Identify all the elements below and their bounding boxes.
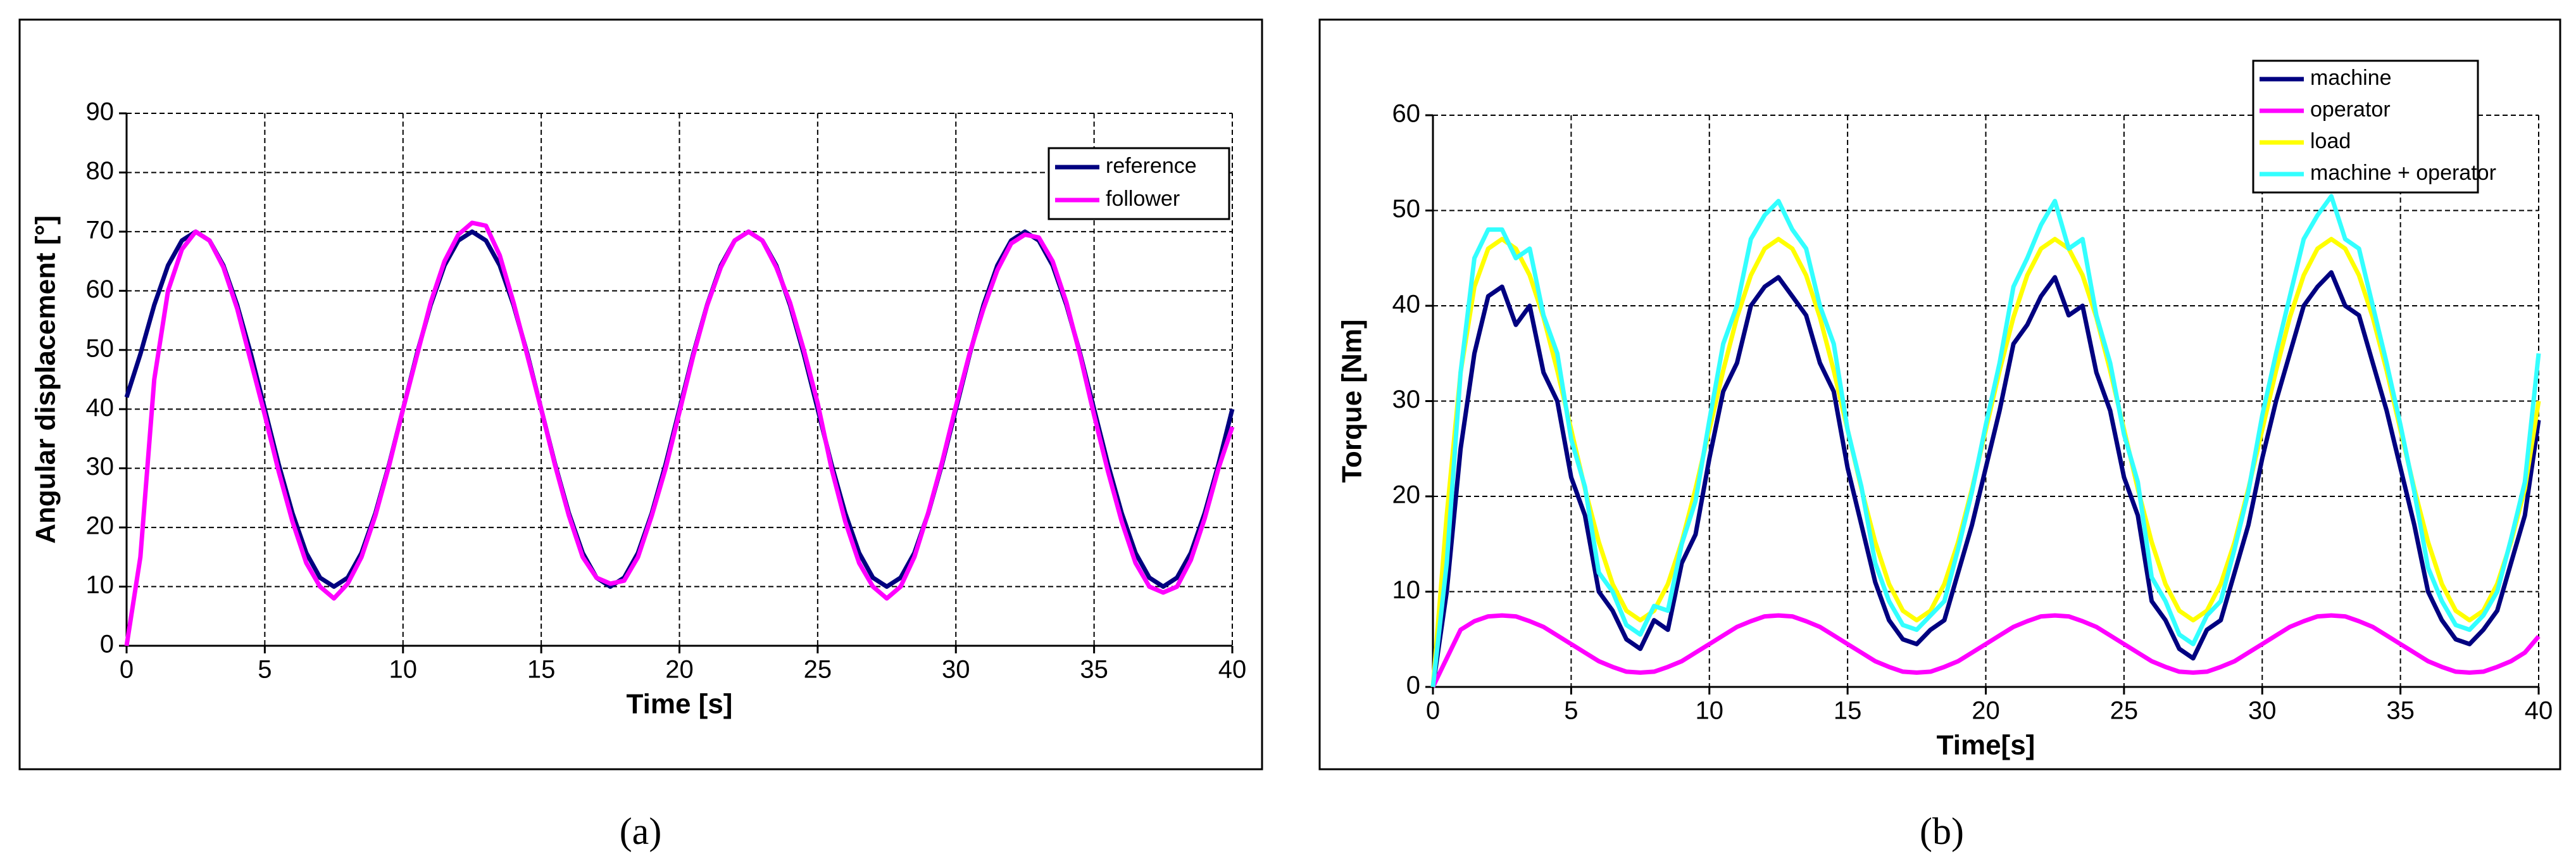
x-tick-label: 5 — [258, 656, 272, 684]
legend-label: machine + operator — [2310, 161, 2496, 185]
legend-label: reference — [1106, 154, 1197, 178]
y-tick-label: 60 — [1392, 100, 1421, 128]
x-tick-label: 30 — [942, 656, 970, 684]
x-tick-label: 40 — [1218, 656, 1247, 684]
y-tick-label: 0 — [100, 631, 114, 658]
y-tick-label: 40 — [1392, 291, 1421, 318]
y-tick-label: 90 — [86, 98, 115, 126]
y-tick-label: 10 — [86, 571, 115, 599]
x-tick-label: 15 — [527, 656, 556, 684]
x-tick-label: 20 — [665, 656, 694, 684]
x-tick-label: 20 — [1972, 697, 2000, 725]
x-tick-label: 0 — [1426, 697, 1440, 725]
legend-box — [2252, 60, 2479, 194]
legend-label: operator — [2310, 97, 2391, 122]
y-axis-title: Torque [Nm] — [1337, 319, 1368, 482]
legend-label: load — [2310, 129, 2351, 153]
y-tick-label: 0 — [1406, 672, 1420, 700]
series-line — [1430, 194, 2541, 688]
x-tick-label: 35 — [1080, 656, 1108, 684]
x-tick-label: 10 — [389, 656, 418, 684]
x-tick-label: 0 — [120, 656, 134, 684]
series-line — [1430, 270, 2541, 688]
panel-caption: (a) — [620, 810, 662, 852]
legend-label: follower — [1106, 187, 1180, 211]
x-axis-title: Time [s] — [627, 689, 733, 720]
y-tick-label: 60 — [86, 275, 115, 303]
y-tick-label: 70 — [86, 216, 115, 244]
panel-frame — [18, 18, 1263, 771]
x-tick-label: 40 — [2525, 697, 2553, 725]
y-tick-label: 30 — [1392, 386, 1421, 413]
series-line — [124, 220, 1235, 646]
legend-box — [1047, 147, 1230, 220]
x-tick-label: 35 — [2386, 697, 2415, 725]
y-tick-label: 80 — [86, 157, 115, 185]
y-tick-label: 30 — [86, 453, 115, 481]
x-tick-label: 10 — [1696, 697, 1724, 725]
y-tick-label: 20 — [86, 512, 115, 540]
x-tick-label: 5 — [1564, 697, 1578, 725]
x-tick-label: 25 — [804, 656, 832, 684]
y-tick-label: 20 — [1392, 481, 1421, 509]
series-line — [1430, 613, 2541, 688]
y-tick-label: 50 — [86, 334, 115, 362]
y-axis-title: Angular displacement [°] — [30, 215, 61, 544]
panel-caption: (b) — [1920, 810, 1964, 852]
legend-label: machine — [2310, 66, 2392, 90]
y-tick-label: 10 — [1392, 576, 1421, 604]
x-axis-title: Time[s] — [1937, 730, 2035, 761]
y-tick-label: 50 — [1392, 195, 1421, 223]
x-tick-label: 25 — [2110, 697, 2139, 725]
x-tick-label: 15 — [1834, 697, 1862, 725]
y-tick-label: 40 — [86, 394, 115, 422]
x-tick-label: 30 — [2248, 697, 2277, 725]
